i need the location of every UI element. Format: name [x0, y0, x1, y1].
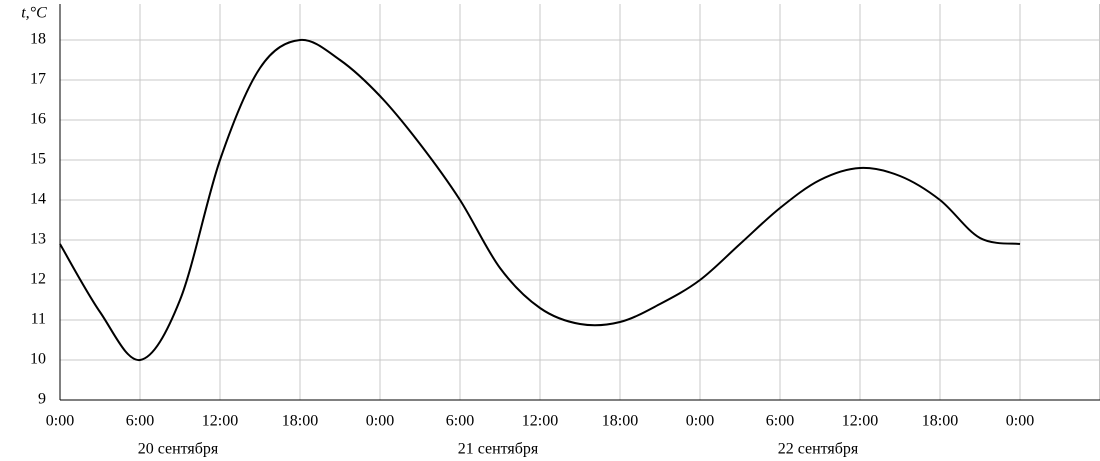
x-tick-label: 12:00	[522, 413, 558, 430]
temperature-line	[59, 38, 1021, 361]
x-tick-label: 12:00	[202, 413, 238, 430]
date-label: 20 сентября	[138, 441, 219, 458]
x-tick-label: 6:00	[446, 413, 474, 430]
y-tick-label: 11	[31, 311, 46, 328]
x-tick-label: 18:00	[602, 413, 638, 430]
y-tick-label: 10	[30, 351, 46, 368]
date-label: 22 сентября	[778, 441, 859, 458]
y-tick-label: 15	[30, 151, 46, 168]
y-axis-label: t,°C	[21, 5, 47, 22]
x-tick-label: 6:00	[766, 413, 794, 430]
x-tick-label: 0:00	[366, 413, 394, 430]
x-tick-label: 18:00	[282, 413, 318, 430]
x-tick-label: 6:00	[126, 413, 154, 430]
y-tick-label: 17	[30, 71, 46, 88]
y-tick-label: 9	[38, 391, 46, 408]
y-tick-label: 12	[30, 271, 46, 288]
x-tick-label: 0:00	[686, 413, 714, 430]
x-tick-label: 18:00	[922, 413, 958, 430]
x-tick-label: 12:00	[842, 413, 878, 430]
date-label: 21 сентября	[458, 441, 539, 458]
y-tick-label: 18	[30, 31, 46, 48]
x-tick-label: 0:00	[46, 413, 74, 430]
y-tick-label: 14	[30, 191, 46, 208]
y-tick-label: 13	[30, 231, 46, 248]
x-tick-label: 0:00	[1006, 413, 1034, 430]
y-tick-label: 16	[30, 111, 46, 128]
